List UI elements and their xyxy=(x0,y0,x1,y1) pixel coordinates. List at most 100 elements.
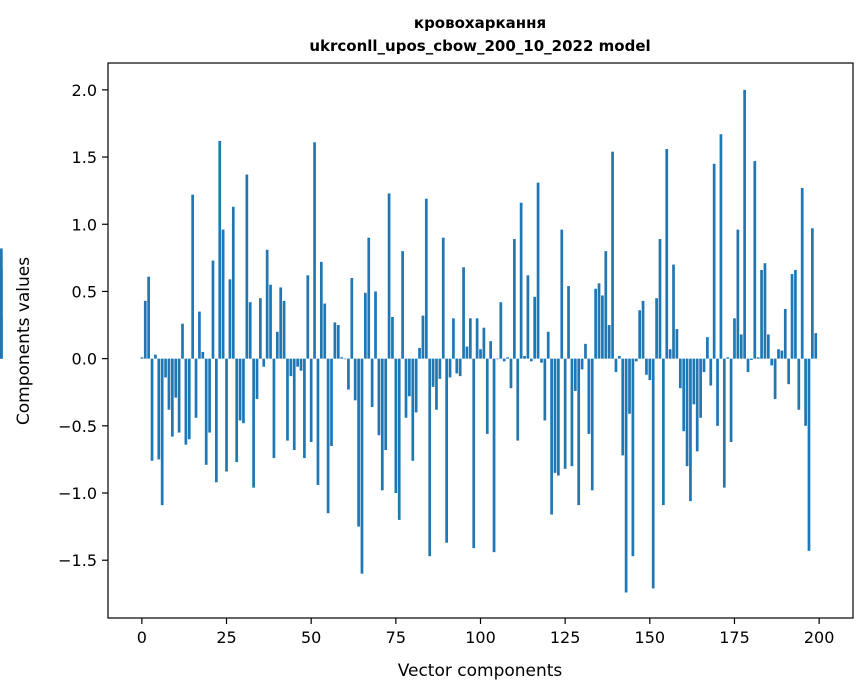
bar xyxy=(452,318,455,359)
bars-group xyxy=(0,89,818,593)
bar xyxy=(529,358,533,362)
bar xyxy=(773,358,777,399)
bar xyxy=(306,275,310,359)
bar xyxy=(733,318,736,359)
bar xyxy=(753,161,757,359)
bar xyxy=(367,237,371,359)
bar xyxy=(543,358,547,421)
y-tick-label: −1.0 xyxy=(58,484,97,503)
bar xyxy=(780,350,784,359)
bar xyxy=(184,358,188,445)
bar xyxy=(621,358,625,456)
bar xyxy=(499,302,503,359)
bar xyxy=(685,358,689,467)
bar xyxy=(191,194,195,359)
bar xyxy=(221,229,225,359)
bar xyxy=(675,329,679,359)
bar xyxy=(648,358,652,381)
bar xyxy=(438,358,442,379)
bar xyxy=(763,263,767,359)
bar xyxy=(482,327,486,359)
bar xyxy=(408,358,411,397)
y-axis: −1.5 −1.0 −0.5 0.0 0.5 1.0 1.5 2.0 xyxy=(58,81,108,570)
bar xyxy=(540,358,543,363)
bar xyxy=(597,283,601,359)
bar xyxy=(140,357,144,359)
bar xyxy=(722,358,726,488)
bar xyxy=(448,358,452,378)
bar xyxy=(631,358,635,557)
bar xyxy=(672,264,675,359)
bar xyxy=(282,300,286,359)
x-tick-label: 25 xyxy=(216,628,236,647)
bar xyxy=(167,358,171,410)
y-tick-label: 1.0 xyxy=(72,215,97,234)
bar xyxy=(377,358,381,436)
bar xyxy=(614,358,618,373)
bar xyxy=(289,358,293,377)
x-tick-label: 100 xyxy=(465,628,496,647)
bar xyxy=(658,239,662,359)
bar xyxy=(567,286,570,359)
bar xyxy=(533,296,537,359)
y-tick-label: 0.0 xyxy=(72,350,97,369)
bar xyxy=(719,134,723,359)
bar xyxy=(262,358,266,367)
bar xyxy=(783,308,787,359)
bar xyxy=(587,358,591,434)
x-tick-label: 50 xyxy=(301,628,321,647)
x-axis-label: Vector components xyxy=(398,661,563,681)
bar xyxy=(309,358,313,442)
bar xyxy=(272,358,276,459)
x-tick-label: 125 xyxy=(550,628,581,647)
bar xyxy=(286,358,289,441)
bar xyxy=(330,358,333,446)
bar xyxy=(573,358,577,391)
bar xyxy=(147,276,150,359)
bar xyxy=(611,151,614,359)
bar xyxy=(756,357,760,359)
bar xyxy=(739,334,743,359)
bar xyxy=(804,358,807,426)
bar xyxy=(811,228,814,359)
bar xyxy=(394,358,398,494)
bar xyxy=(160,358,164,506)
bar xyxy=(519,202,523,359)
bar xyxy=(689,358,692,502)
bar xyxy=(275,331,279,359)
bar xyxy=(357,358,360,527)
bar xyxy=(465,346,469,359)
x-tick-label: 175 xyxy=(719,628,750,647)
bar xyxy=(604,251,608,359)
bar xyxy=(607,325,611,359)
bar xyxy=(235,358,239,463)
bar xyxy=(638,310,642,359)
x-axis: 0 25 50 75 100 125 150 175 200 xyxy=(137,618,834,647)
bar xyxy=(523,355,526,359)
bar xyxy=(445,358,448,543)
bar xyxy=(218,140,222,359)
bar xyxy=(370,358,374,408)
bar xyxy=(590,358,594,491)
bar xyxy=(245,174,249,359)
bar xyxy=(157,358,161,460)
bar xyxy=(255,358,259,399)
bar xyxy=(387,193,391,359)
bar xyxy=(468,318,472,359)
bar xyxy=(577,358,581,506)
bar xyxy=(736,229,740,359)
bar xyxy=(485,358,489,434)
bar xyxy=(513,239,516,359)
bar xyxy=(651,358,655,589)
y-tick-label: 0.5 xyxy=(72,282,97,301)
bar xyxy=(462,267,465,359)
bar xyxy=(0,268,3,359)
bar xyxy=(347,358,350,390)
bar xyxy=(150,358,154,461)
bar xyxy=(709,358,713,386)
bar xyxy=(536,182,540,359)
bar xyxy=(364,292,367,359)
bar xyxy=(509,358,513,389)
bar xyxy=(455,358,459,374)
